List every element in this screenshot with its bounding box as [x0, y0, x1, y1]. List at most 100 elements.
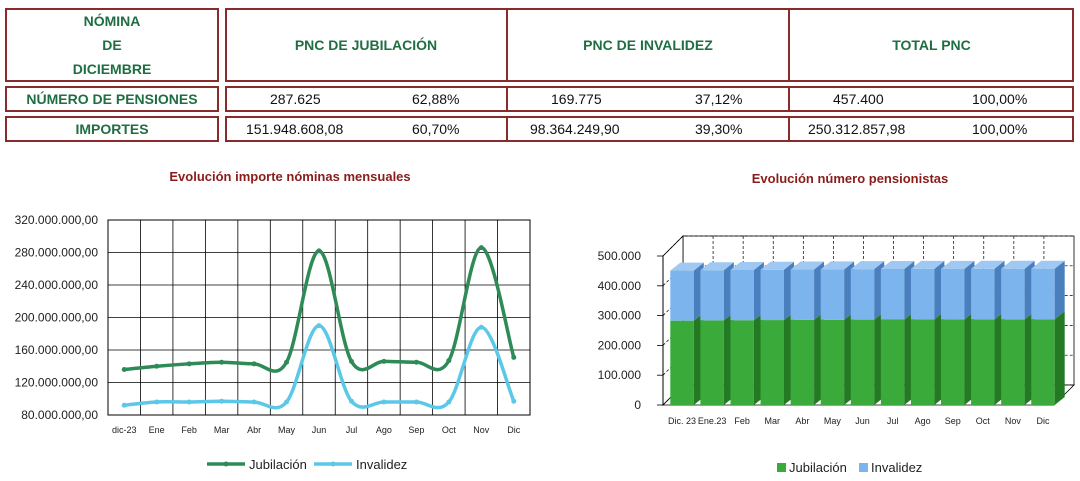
bar-invalidez-top — [941, 260, 975, 269]
importes-jubilacion-pct: 60,70% — [412, 121, 460, 137]
bar-x-tick-label: Nov — [1005, 416, 1022, 426]
importes-jubilacion-value: 151.948.608,08 — [246, 121, 344, 137]
line-point — [251, 399, 257, 405]
bar-invalidez-front — [730, 269, 754, 321]
line-point — [121, 402, 127, 408]
line-x-tick-label: Oct — [442, 425, 457, 435]
line-legend-marker — [223, 461, 229, 467]
bar-invalidez-front — [850, 269, 875, 320]
line-series-jubilación — [124, 245, 516, 373]
line-point — [121, 367, 127, 372]
bar-invalidez-front — [910, 268, 935, 320]
bar-legend-swatch — [777, 463, 786, 472]
bar-invalidez-top — [880, 260, 915, 269]
line-y-tick-label: 240.000.000,00 — [15, 278, 99, 292]
line-legend-marker — [330, 461, 336, 467]
line-y-tick-label: 120.000.000,00 — [15, 376, 99, 390]
bar-invalidez-front — [700, 270, 724, 321]
bar-jubilación-front — [760, 320, 784, 405]
bar-x-tick-label: Ago — [915, 416, 931, 426]
bar-jubilación-front — [1031, 319, 1055, 405]
bar-invalidez-front — [670, 270, 694, 321]
row-importes-values-cell — [225, 116, 1074, 142]
line-point — [511, 398, 517, 404]
bar-x-tick-label: Dic — [1036, 416, 1049, 426]
bar-invalidez-top — [820, 261, 855, 270]
line-point — [316, 248, 322, 254]
line-x-tick-label: Nov — [473, 425, 490, 435]
row-importes-label-cell — [5, 116, 219, 142]
bar-y-tick-label: 100.000 — [598, 368, 642, 382]
line-point — [413, 399, 419, 405]
pensiones-total-pct: 100,00% — [972, 91, 1028, 107]
bar-y-tick-label: 300.000 — [598, 309, 642, 323]
importes-total-pct: 100,00% — [972, 121, 1028, 137]
bar-jubilación-front — [971, 319, 995, 405]
row-pensiones-label: NÚMERO DE PENSIONES — [26, 91, 198, 107]
line-y-tick-label: 280.000.000,00 — [15, 246, 99, 260]
line-x-tick-label: May — [278, 425, 296, 435]
header-invalidez: PNC DE INVALIDEZ — [583, 37, 713, 53]
bar-x-tick-label: May — [824, 416, 842, 426]
line-x-tick-label: Ene — [149, 425, 165, 435]
row-pensiones-label-cell — [5, 86, 219, 112]
bar-invalidez-front — [941, 268, 965, 320]
line-point — [413, 359, 419, 365]
bar-invalidez-top — [670, 262, 704, 271]
line-x-tick-label: Jul — [346, 425, 358, 435]
bar-invalidez-front — [820, 269, 845, 320]
line-point — [154, 399, 160, 405]
line-point — [478, 245, 484, 251]
bar-invalidez-top — [730, 261, 764, 270]
line-x-tick-label: Feb — [181, 425, 197, 435]
header-divider — [506, 8, 508, 82]
importes-total-value: 250.312.857,98 — [808, 121, 906, 137]
bar-invalidez-top — [850, 261, 885, 270]
bar-jubilación-front — [790, 319, 815, 405]
line-point — [348, 358, 354, 364]
pensiones-invalidez-value: 169.775 — [551, 91, 602, 107]
line-y-tick-label: 320.000.000,00 — [15, 213, 99, 227]
bar-invalidez-front — [971, 268, 995, 320]
bar-x-tick-label: Abr — [795, 416, 809, 426]
bar-y-tick-label: 400.000 — [598, 279, 642, 293]
bar-x-tick-label: Dic. 23 — [668, 416, 696, 426]
bar-y-tick-label: 200.000 — [598, 338, 642, 352]
bar-invalidez-front — [880, 268, 905, 320]
line-y-tick-label: 160.000.000,00 — [15, 343, 99, 357]
bar-invalidez-side — [1054, 260, 1065, 320]
header-total: TOTAL PNC — [892, 37, 971, 53]
pensiones-total-value: 457.400 — [833, 91, 884, 107]
bar-invalidez-front — [1001, 268, 1025, 320]
line-point — [348, 398, 354, 404]
bar-x-tick-label: Oct — [976, 416, 991, 426]
row-importes-label: IMPORTES — [75, 121, 149, 137]
bar-jubilación-front — [700, 320, 724, 405]
header-values-cell — [225, 8, 1074, 82]
line-x-tick-label: Ago — [376, 425, 392, 435]
header-corner-line-2: DE — [102, 37, 122, 53]
row-divider — [788, 116, 790, 142]
bar-x-tick-label: Jul — [887, 416, 899, 426]
line-x-tick-label: dic-23 — [112, 425, 137, 435]
bar-invalidez-front — [790, 269, 815, 320]
line-point — [284, 359, 290, 365]
row-pensiones-values-cell — [225, 86, 1074, 112]
bar-jubilación-front — [1001, 319, 1025, 405]
line-x-tick-label: Jun — [312, 425, 327, 435]
line-x-tick-label: Abr — [247, 425, 261, 435]
bar-invalidez-top — [1001, 260, 1035, 269]
line-point — [251, 361, 257, 367]
bar-legend-swatch — [859, 463, 868, 472]
line-x-tick-label: Sep — [408, 425, 424, 435]
pensiones-jubilacion-pct: 62,88% — [412, 91, 460, 107]
bar-jubilación-front — [850, 319, 875, 405]
line-chart-title: Evolución importe nóminas mensuales — [169, 169, 411, 184]
line-legend-label: Jubilación — [249, 457, 307, 472]
header-corner-cell — [5, 8, 219, 82]
line-point — [186, 361, 192, 367]
row-divider — [506, 86, 508, 112]
bar-x-tick-label: Mar — [765, 416, 781, 426]
bar-legend-label: Invalidez — [871, 460, 922, 475]
